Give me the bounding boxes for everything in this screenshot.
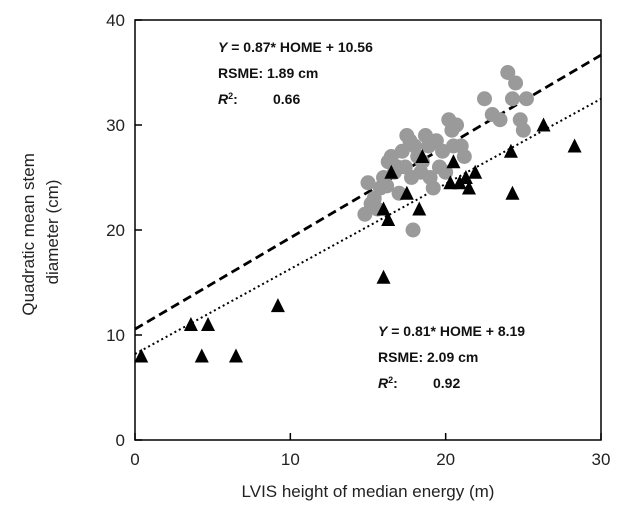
circle-point	[379, 178, 395, 194]
triangle-point	[452, 175, 467, 190]
triangle-point	[270, 298, 285, 313]
circle-point	[425, 180, 441, 196]
triangle-point	[376, 269, 391, 284]
circle-point	[449, 117, 465, 133]
triangle-point	[458, 170, 473, 184]
y-tick-label: 10	[106, 326, 125, 345]
triangle-point	[381, 212, 396, 226]
circle-point	[518, 91, 534, 107]
triangle-point	[567, 138, 582, 153]
circle-point	[438, 164, 454, 180]
upper-equation: Y = 0.87* HOME + 10.56	[218, 39, 373, 55]
lower-rsme: RSME: 2.09 cm	[378, 349, 478, 365]
triangle-point	[536, 117, 551, 132]
triangle-point	[183, 317, 198, 331]
upper-r-colon: :	[233, 91, 238, 107]
y-tick-label: 0	[116, 431, 125, 450]
lower-equation-body: = 0.81* HOME + 8.19	[387, 323, 525, 339]
y-tick-label: 20	[106, 221, 125, 240]
triangle-point	[228, 348, 243, 363]
y-axis-label-line2: diameter (cm)	[43, 180, 62, 285]
x-axis-label: LVIS height of median energy (m)	[242, 482, 495, 501]
lower-r-symbol: R	[378, 375, 389, 391]
circle-point	[456, 149, 472, 164]
lower-r-colon: :	[393, 375, 398, 391]
triangle-point	[446, 154, 461, 169]
lower-y-symbol: Y	[378, 323, 389, 339]
upper-equation-body: = 0.87* HOME + 10.56	[227, 39, 373, 55]
upper-y-symbol: Y	[218, 39, 229, 55]
triangle-point	[376, 201, 391, 216]
circle-point	[477, 91, 492, 107]
triangle-point	[503, 143, 518, 158]
plot-frame	[134, 19, 602, 441]
circle-point	[508, 75, 524, 91]
upper-r2-label: R2:	[218, 91, 238, 107]
axes: 0 10 20 30 0 10 20 30 40	[106, 11, 610, 469]
upper-r-symbol: R	[218, 91, 229, 107]
circle-point	[394, 143, 410, 159]
fit-line-dotted	[134, 97, 602, 355]
triangle-point	[415, 149, 430, 163]
lower-r-sup: 2	[388, 375, 393, 385]
triangle-point	[384, 164, 399, 179]
upper-r2-value: 0.66	[273, 91, 300, 107]
triangle-point	[201, 317, 216, 331]
triangle-point	[412, 201, 427, 216]
triangle-point	[505, 185, 520, 200]
x-tick-label: 30	[592, 450, 611, 469]
circle-point	[515, 122, 531, 138]
lower-equation: Y = 0.81* HOME + 8.19	[378, 323, 525, 339]
y-tick-label: 40	[106, 11, 125, 30]
lower-equation-annotation: Y = 0.81* HOME + 8.19 RSME: 2.09 cm R2: …	[378, 323, 525, 391]
triangle-series	[134, 117, 582, 363]
triangle-point	[134, 348, 149, 363]
triangle-point	[194, 348, 209, 363]
circle-point	[405, 222, 421, 238]
triangle-point	[443, 175, 458, 190]
x-tick-label: 0	[130, 450, 139, 469]
lower-r2-label: R2:	[378, 375, 398, 391]
y-tick-label: 30	[106, 116, 125, 135]
lower-r2-value: 0.92	[433, 375, 460, 391]
triangle-point	[461, 180, 476, 195]
upper-rsme: RSME: 1.89 cm	[218, 65, 318, 81]
circle-point	[360, 175, 376, 191]
y-axis-label: Quadratic mean stem diameter (cm)	[19, 148, 62, 315]
triangle-point	[399, 185, 414, 200]
circle-point	[492, 112, 508, 128]
circle-point	[504, 91, 520, 107]
upper-r-sup: 2	[228, 91, 233, 101]
triangle-point	[468, 164, 483, 179]
x-tick-label: 10	[281, 450, 300, 469]
upper-equation-annotation: Y = 0.87* HOME + 10.56 RSME: 1.89 cm R2:…	[218, 39, 373, 107]
y-axis-label-line1: Quadratic mean stem	[19, 153, 38, 316]
x-tick-label: 20	[436, 450, 455, 469]
circle-point	[500, 65, 516, 80]
